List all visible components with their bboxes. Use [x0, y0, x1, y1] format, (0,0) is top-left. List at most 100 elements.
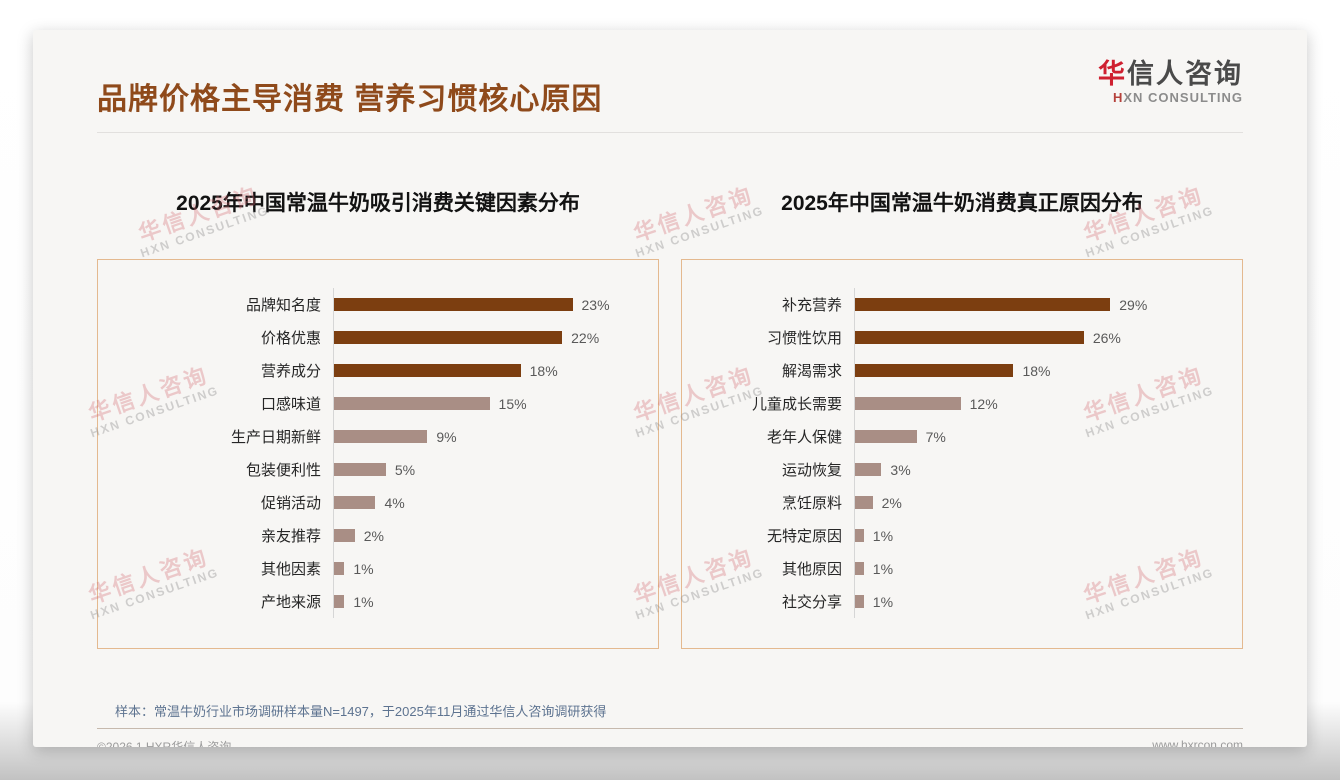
footer: ©2026.1 HXR华信人咨询 www.hxrcon.com: [97, 738, 1243, 747]
bar-row: 其他因素 1%: [98, 552, 658, 585]
bar: [334, 529, 355, 542]
bar: [855, 364, 1014, 377]
bar-label: 解渴需求: [781, 363, 842, 380]
sample-note: 样本：常温牛奶行业市场调研样本量N=1497，于2025年11月通过华信人咨询调…: [115, 704, 607, 719]
bar-row: 产地来源 1%: [98, 585, 658, 618]
bar-label: 其他因素: [260, 561, 321, 578]
bar-label: 营养成分: [260, 363, 321, 380]
bar-label: 生产日期新鲜: [230, 429, 321, 446]
title-divider: [97, 132, 1243, 133]
bar-row: 老年人保健 7%: [682, 420, 1242, 453]
bar-value: 4%: [384, 494, 405, 511]
bar: [334, 298, 573, 311]
bar-value: 18%: [1022, 362, 1051, 379]
page-title: 品牌价格主导消费 营养习惯核心原因: [97, 83, 603, 116]
bar-row: 亲友推荐 2%: [98, 519, 658, 552]
chart-left-panel: 品牌知名度 23% 价格优惠 22% 营养成分 18% 口感味道 15% 生产日期新鲜 9% 包装便…: [97, 259, 659, 649]
logo-english-name: HXN CONSULTING: [1098, 90, 1243, 105]
bar-value: 12%: [969, 395, 998, 412]
bar-label: 老年人保健: [766, 429, 842, 446]
bar-label: 包装便利性: [245, 462, 321, 479]
chart-left-title: 2025年中国常温牛奶吸引消费关键因素分布: [176, 192, 580, 215]
bar-row: 品牌知名度 23%: [98, 288, 658, 321]
bar-label: 亲友推荐: [260, 528, 321, 545]
website-url: www.hxrcon.com: [1152, 738, 1243, 747]
bar-label: 运动恢复: [781, 462, 842, 479]
report-card: 品牌价格主导消费 营养习惯核心原因 华信人咨询 HXN CONSULTING 2…: [33, 30, 1307, 747]
bar-track: 29%: [854, 288, 1242, 321]
bar-row: 促销活动 4%: [98, 486, 658, 519]
chart-left-column: 2025年中国常温牛奶吸引消费关键因素分布 品牌知名度 23% 价格优惠 22% 营养成…: [97, 187, 659, 649]
bar-label: 其他原因: [781, 561, 842, 578]
bar-track: 5%: [333, 453, 658, 486]
bar-row: 运动恢复 3%: [682, 453, 1242, 486]
bar-label: 补充营养: [781, 297, 842, 314]
bar-track: 26%: [854, 321, 1242, 354]
bar-label: 促销活动: [260, 495, 321, 512]
bar-value: 3%: [890, 461, 911, 478]
bar-label: 无特定原因: [766, 528, 842, 545]
bar: [855, 397, 961, 410]
bar: [855, 463, 882, 476]
bar-track: 12%: [854, 387, 1242, 420]
bar: [855, 562, 864, 575]
bar-track: 1%: [333, 552, 658, 585]
bar-track: 18%: [854, 354, 1242, 387]
copyright-text: ©2026.1 HXR华信人咨询: [97, 740, 232, 747]
bar-row: 儿童成长需要 12%: [682, 387, 1242, 420]
bar-value: 1%: [872, 560, 894, 577]
bar-row: 价格优惠 22%: [98, 321, 658, 354]
bar-row: 口感味道 15%: [98, 387, 658, 420]
bar-value: 23%: [581, 296, 610, 313]
company-logo: 华信人咨询 HXN CONSULTING: [1098, 59, 1243, 105]
bar-value: 22%: [571, 329, 600, 346]
bar-label: 产地来源: [260, 594, 321, 611]
logo-en-red-char: H: [1112, 89, 1124, 105]
bar-track: 1%: [333, 585, 658, 618]
logo-cn-red-char: 华: [1098, 59, 1127, 89]
bar-value: 2%: [881, 494, 902, 511]
bar-row: 营养成分 18%: [98, 354, 658, 387]
bar-value: 1%: [872, 527, 894, 544]
bar: [855, 331, 1084, 344]
logo-chinese-name: 华信人咨询: [1098, 59, 1243, 90]
bar: [334, 595, 345, 608]
bar-row: 补充营养 29%: [682, 288, 1242, 321]
bar-label: 习惯性饮用: [766, 330, 842, 347]
bar-row: 生产日期新鲜 9%: [98, 420, 658, 453]
footer-divider: [97, 728, 1243, 729]
bar-track: 9%: [333, 420, 658, 453]
bar: [334, 364, 521, 377]
bar: [855, 595, 864, 608]
bar-track: 1%: [854, 519, 1242, 552]
bar-value: 2%: [363, 527, 384, 544]
bar: [334, 430, 428, 443]
bar-value: 7%: [925, 428, 946, 445]
bar-label: 烹饪原料: [781, 495, 842, 512]
bar: [855, 529, 864, 542]
bar: [855, 430, 917, 443]
bar: [334, 331, 563, 344]
bar-track: 2%: [854, 486, 1242, 519]
bar-row: 解渴需求 18%: [682, 354, 1242, 387]
bar-value: 1%: [872, 593, 894, 610]
bar-track: 22%: [333, 321, 658, 354]
bar-value: 1%: [353, 560, 374, 577]
bar-value: 29%: [1119, 296, 1148, 313]
bar-row: 无特定原因 1%: [682, 519, 1242, 552]
bar-label: 品牌知名度: [245, 297, 321, 314]
bar-row: 习惯性饮用 26%: [682, 321, 1242, 354]
chart-right-panel: 补充营养 29% 习惯性饮用 26% 解渴需求 18% 儿童成长需要 12% 老年人保健 7% 运动…: [681, 259, 1243, 649]
bar: [334, 496, 376, 509]
bar: [334, 562, 345, 575]
bar: [855, 298, 1111, 311]
bar-value: 1%: [353, 593, 374, 610]
bar-track: 1%: [854, 585, 1242, 618]
bar: [855, 496, 873, 509]
bar-value: 26%: [1092, 329, 1121, 346]
bar: [334, 463, 386, 476]
bar-track: 23%: [333, 288, 658, 321]
charts-section: 2025年中国常温牛奶吸引消费关键因素分布 品牌知名度 23% 价格优惠 22% 营养成…: [97, 187, 1243, 649]
bar-track: 15%: [333, 387, 658, 420]
bar-row: 包装便利性 5%: [98, 453, 658, 486]
